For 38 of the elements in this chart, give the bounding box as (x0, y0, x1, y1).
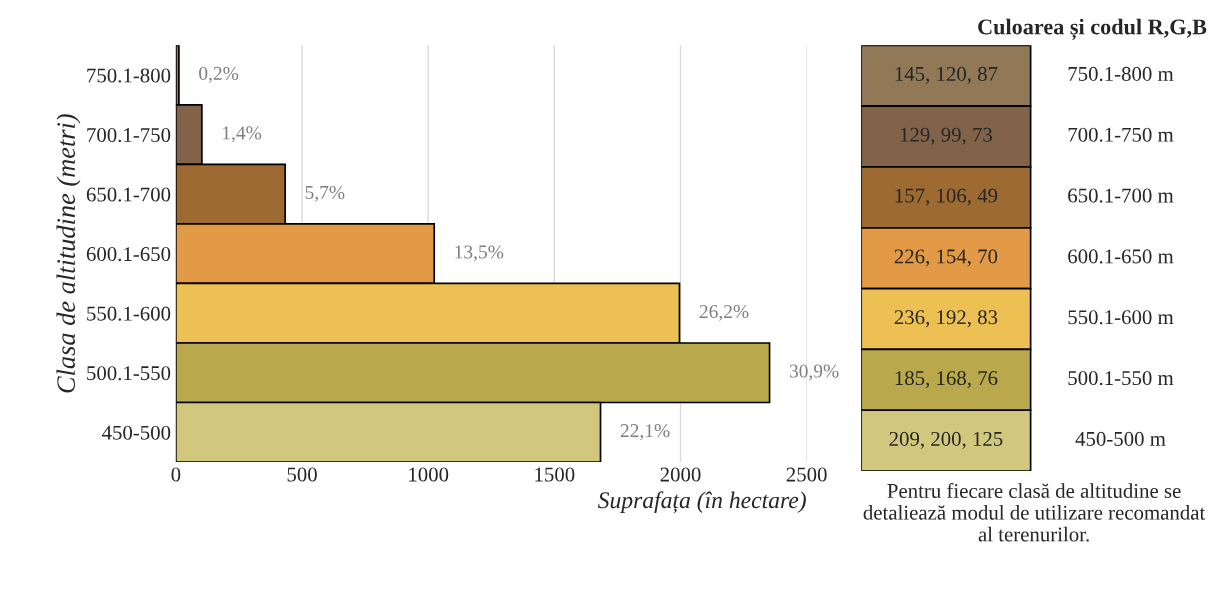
x-tick-label: 0 (171, 467, 181, 482)
y-tick-label: 500.1-550 (87, 366, 171, 381)
y-tick-label: 700.1-750 (87, 127, 171, 143)
x-tick-label: 500 (287, 467, 317, 482)
annotation: 1,4% (223, 126, 262, 143)
x-tick-label: 2500 (786, 467, 827, 482)
text: Pentru fiecare clasă de altitudine se detaliează modul de utilizare recomandat al terenurilor. (863, 483, 1206, 542)
x-tick-label: 2000 (660, 467, 701, 482)
text: 129, 99, 73 (900, 127, 992, 145)
annotation: 30,9% (789, 364, 839, 381)
annotation: 5,7% (305, 185, 345, 202)
y-tick-label: 650.1-700 (86, 187, 171, 202)
y-tick-label: 450-500 (101, 425, 171, 440)
y-tick-label: 550.1-600 (87, 306, 171, 321)
text: 157, 106, 49 (895, 188, 998, 206)
text: 145, 120, 87 (895, 66, 998, 84)
x-tick-label: 1500 (535, 467, 575, 482)
category-label: 450-500 m (1075, 431, 1166, 446)
annotation: 22,1% (620, 424, 670, 440)
category-label: 700.1-750 m (1068, 127, 1174, 142)
annotation: 0,2% (199, 66, 239, 83)
category-label: 650.1-700 m (1068, 188, 1174, 203)
annotation: 26,2% (699, 304, 749, 321)
text: 226, 154, 70 (894, 249, 998, 267)
y-tick-label: 750.1-800 (87, 68, 171, 83)
category-label: 500.1-550 m (1068, 371, 1174, 386)
text: 185, 168, 76 (895, 371, 998, 389)
text: 209, 200, 125 (889, 431, 1003, 449)
category-label: 550.1-600 m (1068, 310, 1174, 325)
x-axis-title: Suprafața (în hectare) (597, 491, 806, 514)
y-tick-label: 600.1-650 (86, 247, 171, 262)
x-tick-label: 1000 (409, 467, 449, 482)
text: 236, 192, 83 (894, 310, 998, 328)
text: Culoarea și codul R,G,B (978, 18, 1207, 40)
category-label: 750.1-800 m (1068, 66, 1174, 82)
annotation: 13,5% (455, 245, 504, 262)
y-axis-title: Clasa de altitudine (metri) (56, 114, 81, 393)
category-label: 600.1-650 m (1068, 249, 1174, 264)
